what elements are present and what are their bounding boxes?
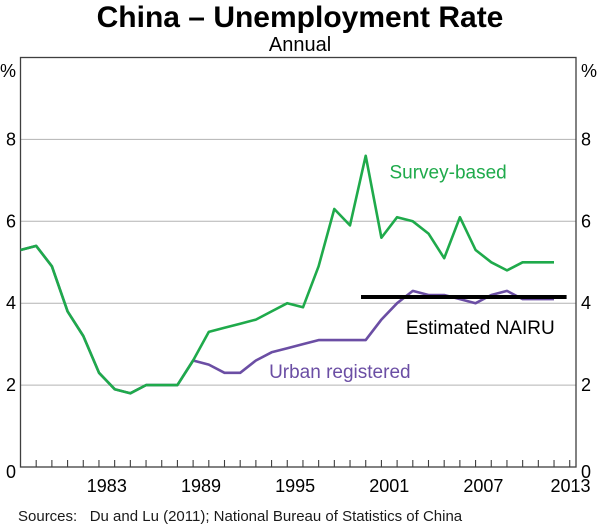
x-label-2001: 2001 <box>369 476 409 496</box>
unit-label-right: % <box>581 61 597 81</box>
page-title: China – Unemployment Rate <box>96 1 504 34</box>
estimated-nairu-label: Estimated NAIRU <box>406 318 555 339</box>
unit-label-left: % <box>0 61 16 81</box>
survey-based-label: Survey-based <box>389 163 506 184</box>
x-label-1983: 1983 <box>87 476 127 496</box>
x-label-1989: 1989 <box>181 476 221 496</box>
y-label-right-6: 6 <box>581 211 591 231</box>
y-label-right-0: 0 <box>581 462 591 482</box>
plot-frame <box>19 56 577 468</box>
chart-subtitle: Annual <box>268 34 332 56</box>
y-label-left-4: 4 <box>6 293 16 313</box>
y-label-left-2: 2 <box>6 375 16 395</box>
y-label-right-4: 4 <box>581 293 591 313</box>
sources-note: Sources: Du and Lu (2011); National Bure… <box>18 508 463 525</box>
y-label-left-6: 6 <box>6 211 16 231</box>
urban-registered-label: Urban registered <box>269 362 411 383</box>
y-label-left-8: 8 <box>6 129 16 149</box>
x-label-1995: 1995 <box>275 476 315 496</box>
x-label-2007: 2007 <box>463 476 503 496</box>
x-label-2013: 2013 <box>550 476 590 496</box>
y-label-right-2: 2 <box>581 375 591 395</box>
y-label-left-0: 0 <box>6 462 16 482</box>
survey-based-line <box>20 154 554 395</box>
y-label-right-8: 8 <box>581 129 591 149</box>
